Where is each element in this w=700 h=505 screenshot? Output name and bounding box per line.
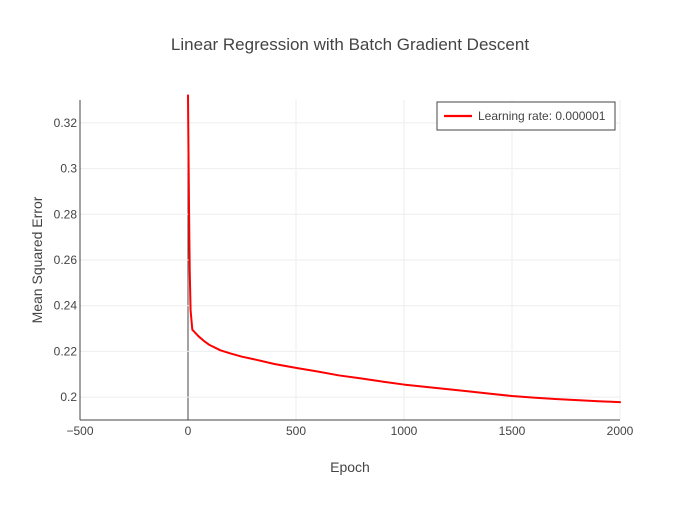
tick-labels: −500 0 500 1000 1500 2000 0.2 0.22 0.24 0.26 0.28 0… — [54, 116, 634, 438]
x-tick-label: 500 — [286, 424, 306, 438]
axes — [79, 100, 620, 421]
chart-title: Linear Regression with Batch Gradient De… — [171, 35, 529, 54]
series-layer — [187, 94, 621, 404]
x-tick-label: −500 — [66, 424, 93, 438]
legend: Learning rate: 0.000001 — [436, 101, 616, 131]
y-tick-label: 0.3 — [60, 162, 77, 176]
x-tick-label: 0 — [185, 424, 192, 438]
x-tick-label: 1500 — [499, 424, 526, 438]
x-tick-label: 1000 — [391, 424, 418, 438]
series-line — [187, 94, 621, 404]
legend-label: Learning rate: 0.000001 — [478, 109, 606, 123]
y-tick-label: 0.28 — [54, 207, 78, 221]
y-axis-title: Mean Squared Error — [29, 196, 45, 323]
y-tick-label: 0.26 — [54, 253, 78, 267]
y-tick-label: 0.32 — [54, 116, 78, 130]
x-axis-title: Epoch — [330, 459, 370, 475]
y-tick-label: 0.2 — [60, 390, 77, 404]
y-tick-label: 0.24 — [54, 299, 78, 313]
x-tick-label: 2000 — [607, 424, 634, 438]
y-tick-label: 0.22 — [54, 344, 78, 358]
grid — [80, 100, 621, 420]
